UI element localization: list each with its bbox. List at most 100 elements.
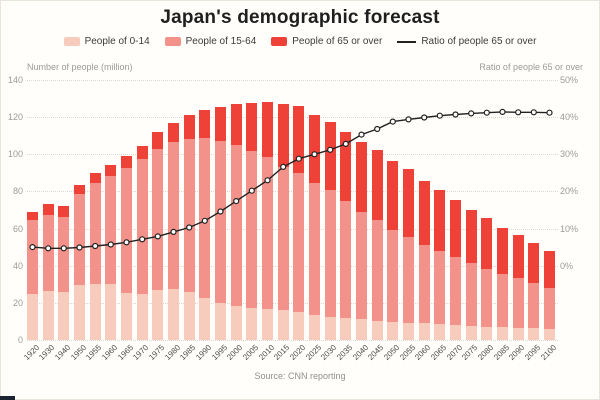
- legend-label-ratio: Ratio of people 65 or over: [421, 36, 537, 47]
- bar-1960: [105, 80, 117, 340]
- ratio-point: [295, 155, 302, 162]
- bar-segment-65-over: [121, 156, 132, 168]
- x-tick-label: 2035: [335, 343, 355, 362]
- bar-segment-65-over: [105, 165, 117, 176]
- bar-2100: [544, 80, 555, 340]
- legend-item-0-14: People of 0-14: [63, 36, 150, 47]
- x-tick-label: 1955: [84, 343, 104, 362]
- bar-2005: [246, 80, 258, 340]
- bar-segment-15-64: [434, 250, 446, 325]
- bar-segment-15-64: [418, 244, 430, 324]
- ratio-point: [76, 244, 83, 251]
- x-tick-label: 1950: [68, 343, 88, 362]
- x-tick-label: 1960: [100, 343, 120, 362]
- bar-segment-0-14: [418, 323, 430, 340]
- gridline: [27, 340, 558, 341]
- bar-2060: [418, 80, 430, 340]
- bar-segment-0-14: [465, 325, 477, 340]
- bar-segment-65-over: [497, 227, 508, 275]
- ratio-point: [389, 118, 396, 125]
- bar-segment-65-over: [246, 102, 258, 151]
- bar-2010: [262, 80, 273, 340]
- bar-segment-65-over: [387, 160, 399, 231]
- bar-segment-0-14: [512, 327, 524, 340]
- bar-segment-0-14: [481, 326, 493, 340]
- source-note: Source: CNN reporting: [254, 371, 346, 381]
- legend-swatch-15-64: [164, 37, 181, 46]
- x-tick-label: 2055: [397, 343, 417, 362]
- window-edge-artifact: [0, 396, 15, 400]
- bar-segment-65-over: [481, 218, 493, 269]
- bar-segment-0-14: [168, 288, 179, 340]
- bar-segment-65-over: [418, 181, 430, 245]
- bar-segment-15-64: [246, 150, 258, 308]
- bar-1980: [168, 80, 179, 340]
- x-tick-label: 2050: [382, 343, 402, 362]
- bar-segment-65-over: [136, 145, 148, 160]
- legend-item-ratio-line: Ratio of people 65 or over: [397, 36, 536, 47]
- bar-1940: [58, 80, 70, 340]
- bar-segment-0-14: [356, 319, 367, 340]
- ratio-point: [358, 131, 365, 138]
- ratio-point: [327, 146, 334, 153]
- x-tick-label: 1995: [209, 343, 229, 362]
- bar-segment-0-14: [58, 291, 70, 340]
- bar-2015: [277, 80, 289, 340]
- x-tick-label: 1985: [178, 343, 198, 362]
- bar-segment-15-64: [528, 283, 540, 329]
- bar-segment-65-over: [230, 104, 242, 146]
- bar-segment-15-64: [215, 140, 226, 303]
- bar-2055: [403, 80, 414, 340]
- ratio-point: [342, 140, 349, 148]
- ratio-point: [452, 111, 459, 118]
- bar-segment-0-14: [340, 318, 352, 340]
- bar-segment-0-14: [387, 321, 399, 340]
- x-tick-label: 2030: [319, 343, 339, 362]
- legend-label-0-14: People of 0-14: [84, 36, 150, 47]
- bar-segment-0-14: [215, 302, 226, 340]
- bar-segment-0-14: [136, 293, 148, 340]
- bar-segment-65-over: [450, 200, 461, 257]
- bar-1930: [42, 80, 54, 340]
- bar-segment-0-14: [434, 324, 446, 340]
- bar-1920: [27, 80, 38, 340]
- bar-1985: [183, 80, 195, 340]
- bar-2075: [465, 80, 477, 340]
- bar-segment-65-over: [528, 243, 540, 284]
- x-tick-label: 2045: [366, 343, 386, 362]
- bar-segment-65-over: [465, 210, 477, 264]
- bar-segment-65-over: [262, 102, 273, 157]
- right-axis-title: Ratio of people 65 or over: [479, 62, 583, 72]
- bar-1965: [121, 80, 132, 340]
- bar-2025: [309, 80, 320, 340]
- bar-segment-15-64: [340, 200, 352, 319]
- bar-2035: [340, 80, 352, 340]
- bar-segment-15-64: [403, 236, 414, 323]
- ratio-point: [170, 228, 177, 235]
- bar-2050: [387, 80, 399, 340]
- bar-segment-15-64: [293, 173, 305, 313]
- bar-segment-65-over: [356, 141, 367, 212]
- gridline: [27, 191, 558, 193]
- plot-area: [27, 80, 558, 341]
- gridline: [27, 265, 558, 267]
- bar-segment-15-64: [512, 278, 524, 328]
- x-tick-label: 1990: [194, 343, 214, 362]
- x-tick-label: 2010: [256, 343, 276, 362]
- bar-segment-15-64: [136, 159, 148, 294]
- ratio-point: [123, 239, 130, 246]
- bar-2020: [293, 80, 305, 340]
- legend-line-swatch: [397, 40, 417, 43]
- bar-segment-65-over: [371, 150, 383, 220]
- bar-segment-65-over: [277, 103, 289, 167]
- bar-segment-65-over: [27, 211, 38, 221]
- ratio-point: [546, 109, 553, 116]
- bar-segment-65-over: [512, 235, 524, 279]
- ratio-point: [201, 217, 208, 224]
- x-tick-label: 1940: [53, 343, 73, 362]
- ratio-point: [139, 236, 146, 243]
- x-tick-label: 2075: [460, 343, 480, 362]
- x-tick-label: 2085: [491, 343, 511, 362]
- ratio-point: [264, 177, 271, 184]
